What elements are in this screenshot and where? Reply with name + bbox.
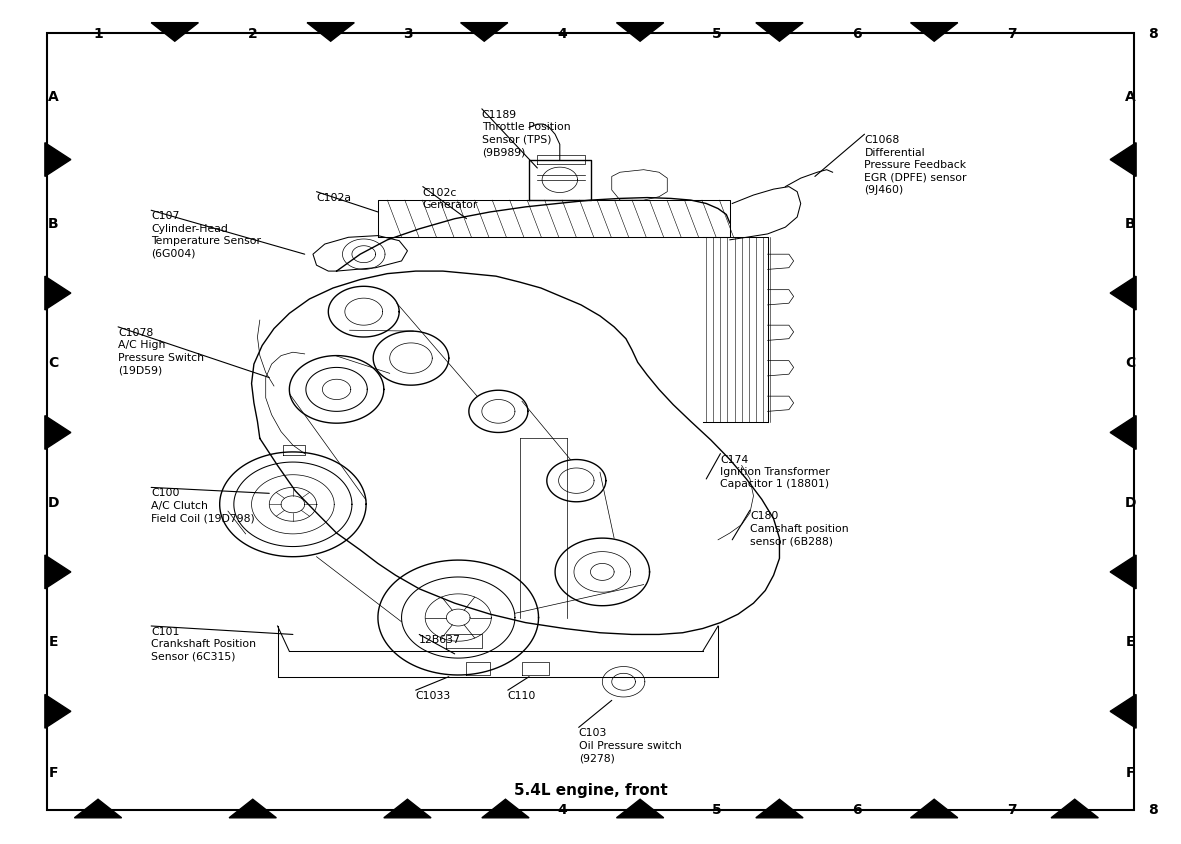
Polygon shape [45, 143, 71, 177]
Polygon shape [756, 799, 803, 818]
Polygon shape [1051, 799, 1098, 818]
Polygon shape [461, 24, 508, 42]
Text: C180
Camshaft position
sensor (6B288): C180 Camshaft position sensor (6B288) [750, 511, 849, 545]
Text: C: C [48, 356, 58, 370]
Polygon shape [1110, 695, 1136, 728]
Polygon shape [45, 416, 71, 450]
Polygon shape [756, 24, 803, 42]
Polygon shape [1110, 277, 1136, 311]
Text: 1: 1 [93, 27, 103, 41]
Text: 5.4L engine, front: 5.4L engine, front [514, 782, 667, 798]
Text: C101
Crankshaft Position
Sensor (6C315): C101 Crankshaft Position Sensor (6C315) [151, 626, 256, 661]
Polygon shape [45, 277, 71, 311]
Text: D: D [1124, 495, 1136, 509]
Text: C1189
Throttle Position
Sensor (TPS)
(9B989): C1189 Throttle Position Sensor (TPS) (9B… [482, 110, 570, 157]
Text: F: F [48, 766, 58, 779]
Text: 1: 1 [93, 802, 103, 815]
Polygon shape [1110, 143, 1136, 177]
Text: C1068
Differential
Pressure Feedback
EGR (DPFE) sensor
(9J460): C1068 Differential Pressure Feedback EGR… [864, 135, 967, 195]
Polygon shape [911, 799, 958, 818]
Text: 4: 4 [557, 802, 567, 815]
Text: 2: 2 [248, 27, 257, 41]
Text: 5: 5 [712, 802, 722, 815]
Text: 7: 7 [1007, 27, 1017, 41]
Polygon shape [911, 24, 958, 42]
Text: 5: 5 [712, 27, 722, 41]
Text: C1078
A/C High
Pressure Switch
(19D59): C1078 A/C High Pressure Switch (19D59) [118, 327, 204, 375]
Polygon shape [616, 24, 664, 42]
Polygon shape [151, 24, 198, 42]
Text: 3: 3 [403, 802, 412, 815]
Polygon shape [45, 695, 71, 728]
Text: C102c
Generator: C102c Generator [423, 187, 478, 210]
Text: E: E [1125, 635, 1135, 648]
Text: C: C [1125, 356, 1135, 370]
Text: 7: 7 [1007, 802, 1017, 815]
Polygon shape [482, 799, 529, 818]
Text: C1033: C1033 [416, 690, 451, 701]
Text: C107
Cylinder-Head
Temperature Sensor
(6G004): C107 Cylinder-Head Temperature Sensor (6… [151, 211, 261, 258]
Polygon shape [74, 799, 122, 818]
Text: A: A [1124, 90, 1136, 104]
Text: 8: 8 [1148, 802, 1157, 815]
Text: 4: 4 [557, 27, 567, 41]
Text: B: B [48, 217, 58, 230]
Text: 12B637: 12B637 [419, 635, 461, 645]
Text: C100
A/C Clutch
Field Coil (19D798): C100 A/C Clutch Field Coil (19D798) [151, 488, 255, 522]
Text: E: E [48, 635, 58, 648]
Text: D: D [47, 495, 59, 509]
Text: C103
Oil Pressure switch
(9278): C103 Oil Pressure switch (9278) [579, 728, 681, 762]
Text: 6: 6 [853, 27, 862, 41]
Polygon shape [384, 799, 431, 818]
Text: B: B [1125, 217, 1135, 230]
Polygon shape [616, 799, 664, 818]
Polygon shape [307, 24, 354, 42]
Polygon shape [1110, 555, 1136, 589]
Text: 6: 6 [853, 802, 862, 815]
Polygon shape [229, 799, 276, 818]
Polygon shape [1110, 416, 1136, 450]
Polygon shape [45, 555, 71, 589]
Text: C174
Ignition Transformer
Capacitor 1 (18801): C174 Ignition Transformer Capacitor 1 (1… [720, 454, 830, 489]
Text: 3: 3 [403, 27, 412, 41]
Text: F: F [1125, 766, 1135, 779]
Text: 2: 2 [248, 802, 257, 815]
Text: A: A [47, 90, 59, 104]
Text: C102a: C102a [317, 192, 352, 203]
Text: 8: 8 [1148, 27, 1157, 41]
Text: C110: C110 [508, 690, 536, 701]
